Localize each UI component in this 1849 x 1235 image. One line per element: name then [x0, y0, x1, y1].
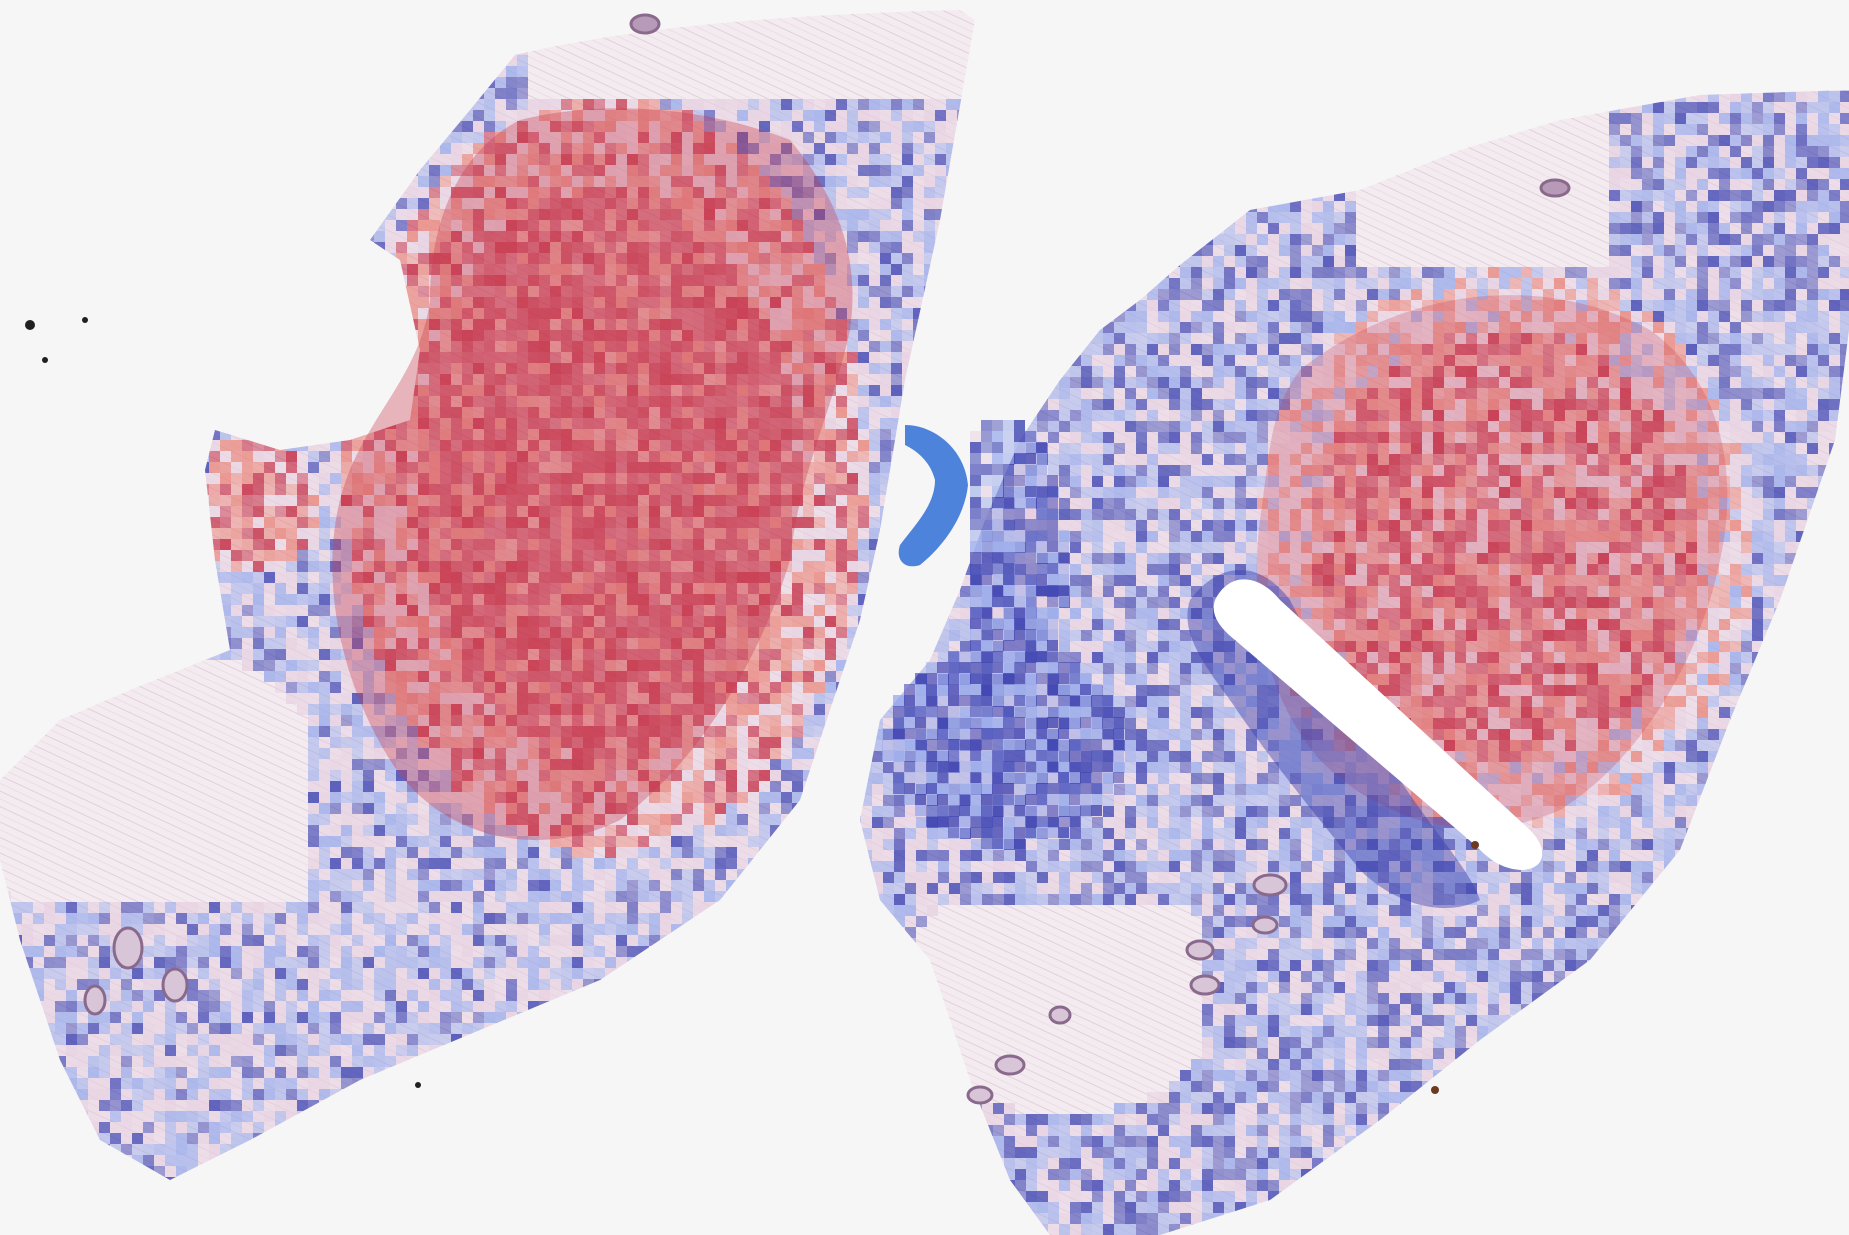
vessel-lumen: [1213, 579, 1543, 870]
pen-mark: [898, 425, 968, 567]
hair-follicles: [83, 13, 1571, 1105]
debris: [25, 317, 1479, 1094]
middle-fragment: [882, 420, 1124, 849]
left-core: [332, 108, 853, 841]
